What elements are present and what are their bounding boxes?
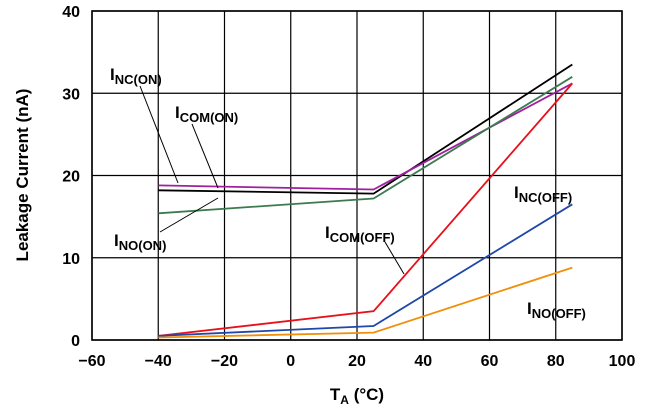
series-label-main: I bbox=[114, 231, 119, 250]
series-label-icom-off: ICOM(OFF) bbox=[325, 223, 395, 245]
grid bbox=[91, 10, 623, 341]
series-label-sub: NC(OFF) bbox=[519, 190, 572, 205]
series-line-inc-on bbox=[158, 63, 573, 195]
series-line-ino-on bbox=[158, 76, 573, 215]
leader-line-ino-on bbox=[159, 197, 219, 233]
series-label-main: I bbox=[175, 103, 180, 122]
tick-labels: −60 −40 −20 0 20 40 60 80 100 0 10 20 30 40 bbox=[62, 4, 635, 370]
series-label-sub: NO(OFF) bbox=[532, 306, 586, 321]
series-label-main: I bbox=[110, 65, 115, 84]
label-leaders bbox=[139, 85, 405, 275]
x-axis-title: TA (°C) bbox=[330, 385, 384, 407]
leader-line-icom-off bbox=[384, 241, 405, 275]
x-axis-title-main: T bbox=[330, 385, 341, 404]
series-label-main: I bbox=[514, 183, 519, 202]
x-tick-label: 80 bbox=[547, 353, 565, 370]
series-labels: INC(ON)ICOM(ON)INO(ON)ICOM(OFF)INC(OFF)I… bbox=[110, 65, 586, 321]
x-tick-label: −40 bbox=[145, 353, 172, 370]
series-lines bbox=[158, 63, 573, 339]
series-line-icom-on bbox=[158, 82, 573, 191]
series-line-icom-off bbox=[158, 82, 573, 337]
series-label-sub: COM(ON) bbox=[180, 110, 239, 125]
y-tick-label: 10 bbox=[62, 251, 80, 268]
series-label-main: I bbox=[325, 223, 330, 242]
leader-line-icom-on bbox=[191, 123, 219, 189]
x-tick-label: 20 bbox=[348, 353, 366, 370]
series-label-ino-on: INO(ON) bbox=[114, 231, 166, 253]
series-label-sub: NO(ON) bbox=[119, 238, 167, 253]
series-label-sub: NC(ON) bbox=[115, 72, 162, 87]
x-axis-title-sub: A bbox=[340, 393, 349, 407]
series-label-ino-off: INO(OFF) bbox=[527, 299, 586, 321]
x-tick-label: −20 bbox=[211, 353, 238, 370]
series-label-inc-off: INC(OFF) bbox=[514, 183, 572, 205]
series-line-ino-off bbox=[158, 266, 573, 339]
x-tick-label: 40 bbox=[414, 353, 432, 370]
x-tick-label: 0 bbox=[286, 353, 295, 370]
y-tick-label: 30 bbox=[62, 86, 80, 103]
x-axis-title-unit: (°C) bbox=[349, 385, 384, 404]
series-label-sub: COM(OFF) bbox=[330, 230, 395, 245]
x-tick-label: −60 bbox=[78, 353, 105, 370]
y-axis-title: Leakage Current (nA) bbox=[13, 89, 32, 262]
plot-frame bbox=[91, 10, 623, 341]
series-line-inc-off bbox=[158, 203, 573, 337]
series-label-icom-on: ICOM(ON) bbox=[175, 103, 238, 125]
series-label-main: I bbox=[527, 299, 532, 318]
leader-line-inc-on bbox=[139, 85, 179, 184]
x-tick-label: 60 bbox=[481, 353, 499, 370]
y-tick-label: 0 bbox=[71, 333, 80, 350]
series-label-inc-on: INC(ON) bbox=[110, 65, 162, 87]
y-tick-label: 20 bbox=[62, 169, 80, 186]
y-tick-label: 40 bbox=[62, 4, 80, 21]
x-tick-label: 100 bbox=[609, 353, 636, 370]
